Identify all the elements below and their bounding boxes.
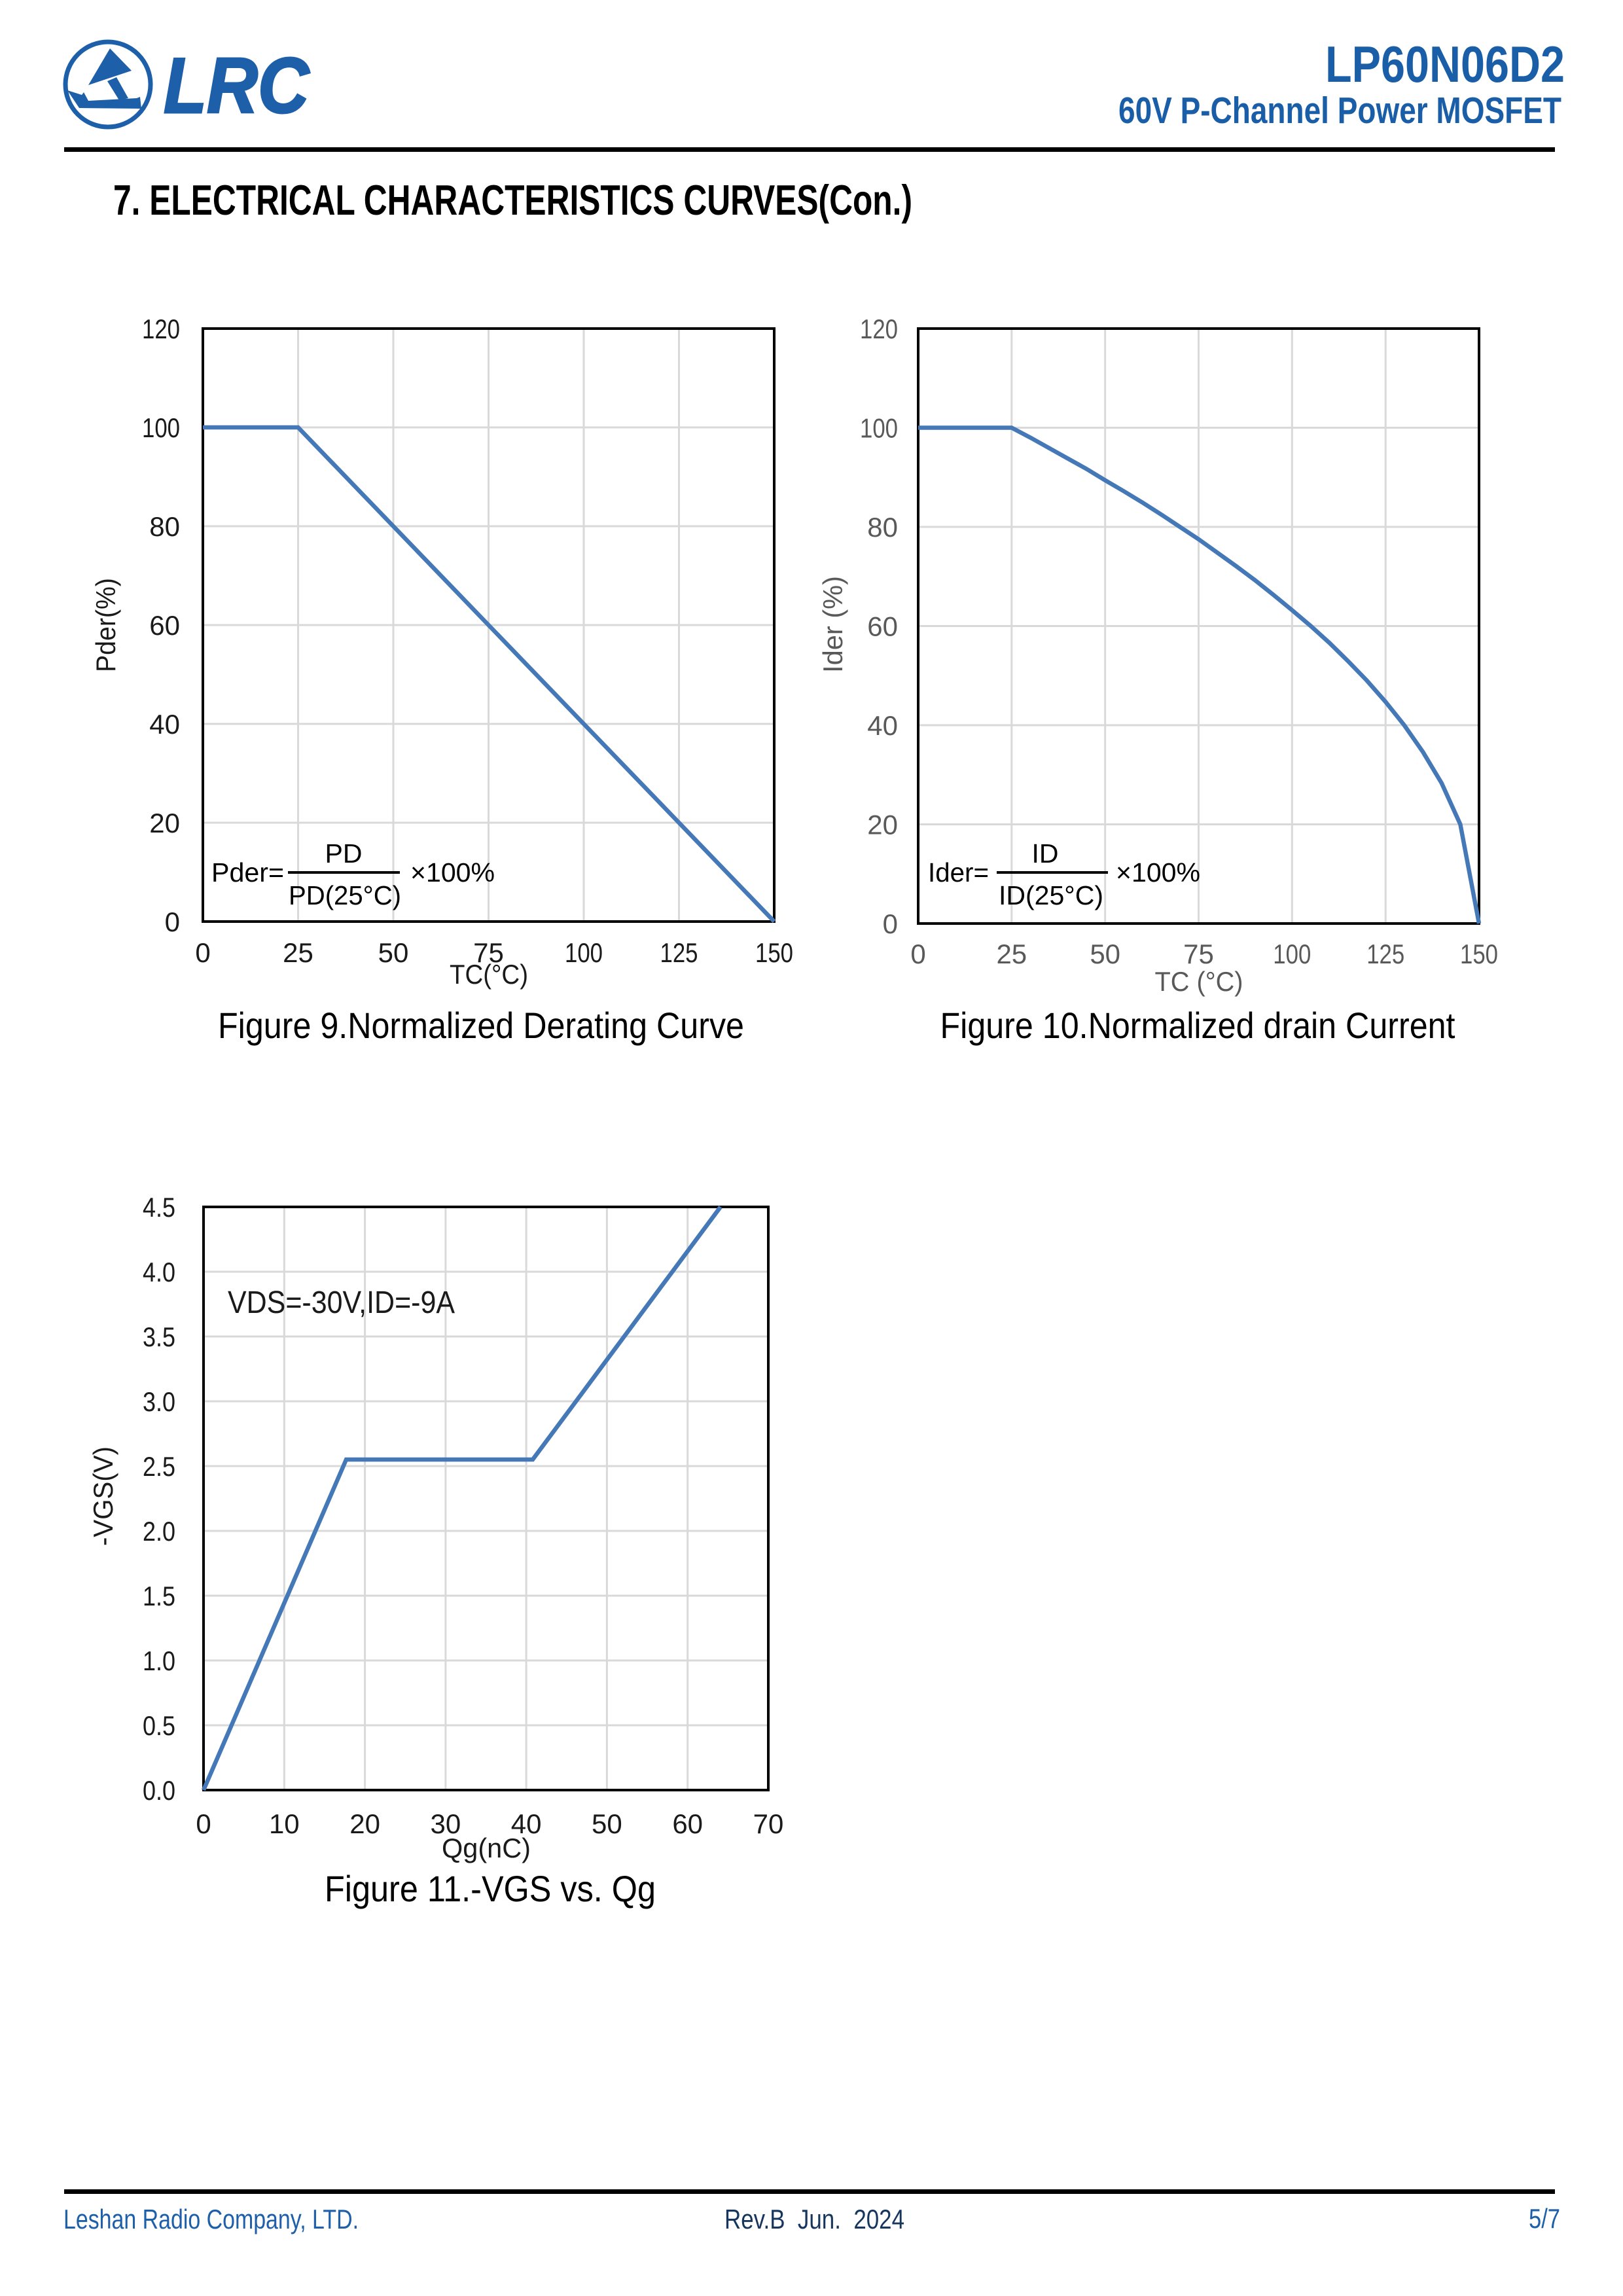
svg-text:125: 125: [1366, 939, 1404, 969]
svg-text:60: 60: [149, 610, 180, 641]
svg-text:20: 20: [349, 1808, 380, 1839]
svg-text:3.0: 3.0: [143, 1386, 175, 1417]
svg-text:100: 100: [565, 937, 603, 968]
svg-text:0: 0: [165, 906, 180, 937]
svg-text:75: 75: [473, 937, 504, 968]
svg-text:Figure 9.Normalized Derating C: Figure 9.Normalized Derating Curve: [218, 1005, 744, 1046]
svg-text:50: 50: [378, 937, 409, 968]
svg-text:125: 125: [660, 937, 698, 968]
svg-text:1.5: 1.5: [143, 1581, 175, 1611]
svg-text:50: 50: [592, 1808, 622, 1839]
svg-text:TC (°C): TC (°C): [1155, 966, 1243, 997]
svg-text:60: 60: [672, 1808, 703, 1839]
svg-text:2.0: 2.0: [143, 1516, 175, 1547]
svg-text:-VGS(V): -VGS(V): [88, 1446, 118, 1546]
svg-text:ID: ID: [1032, 838, 1059, 869]
svg-text:150: 150: [1460, 939, 1498, 969]
svg-text:100: 100: [142, 412, 180, 443]
svg-text:Pder(%): Pder(%): [90, 578, 121, 672]
svg-text:60V P-Channel Power MOSFET: 60V P-Channel Power MOSFET: [1118, 90, 1561, 132]
svg-text:Figure 11.-VGS vs. Qg: Figure 11.-VGS vs. Qg: [325, 1868, 656, 1909]
svg-text:2.5: 2.5: [143, 1451, 175, 1482]
svg-text:LRC: LRC: [164, 42, 310, 130]
svg-text:PD: PD: [325, 838, 363, 869]
svg-text:50: 50: [1090, 939, 1120, 969]
svg-text:ID(25°C): ID(25°C): [999, 880, 1103, 910]
svg-text:40: 40: [511, 1808, 542, 1839]
svg-text:Ider=: Ider=: [928, 857, 989, 888]
svg-text:30: 30: [431, 1808, 461, 1839]
svg-text:LP60N06D2: LP60N06D2: [1325, 35, 1565, 93]
svg-text:5/7: 5/7: [1529, 2203, 1560, 2234]
svg-text:10: 10: [269, 1808, 300, 1839]
svg-text:0.5: 0.5: [143, 1710, 175, 1741]
svg-text:4.0: 4.0: [143, 1257, 175, 1287]
svg-text:VDS=-30V,ID=-9A: VDS=-30V,ID=-9A: [228, 1285, 455, 1320]
svg-text:20: 20: [867, 810, 898, 840]
svg-text:0: 0: [883, 908, 898, 939]
svg-text:Pder=: Pder=: [211, 857, 284, 888]
svg-text:100: 100: [1273, 939, 1311, 969]
svg-text:Qg(nC): Qg(nC): [442, 1833, 531, 1863]
svg-text:80: 80: [149, 511, 180, 542]
svg-text:120: 120: [142, 314, 180, 344]
svg-text:120: 120: [860, 314, 898, 344]
svg-text:40: 40: [867, 710, 898, 741]
svg-text:1.0: 1.0: [143, 1645, 175, 1676]
svg-text:70: 70: [753, 1808, 784, 1839]
svg-text:0.0: 0.0: [143, 1775, 175, 1806]
svg-text:3.5: 3.5: [143, 1321, 175, 1352]
svg-text:25: 25: [283, 937, 313, 968]
svg-text:4.5: 4.5: [143, 1192, 175, 1223]
svg-text:0: 0: [196, 1808, 211, 1839]
svg-text:PD(25°C): PD(25°C): [289, 880, 401, 910]
svg-text:7. ELECTRICAL CHARACTERISTICS: 7. ELECTRICAL CHARACTERISTICS CURVES(Con…: [113, 176, 912, 224]
svg-text:0: 0: [910, 939, 925, 969]
svg-text:Rev.B Jun. 2024: Rev.B Jun. 2024: [724, 2204, 904, 2234]
svg-text:60: 60: [867, 611, 898, 642]
svg-text:40: 40: [149, 709, 180, 740]
svg-text:0: 0: [195, 937, 210, 968]
svg-text:25: 25: [996, 939, 1027, 969]
svg-text:80: 80: [867, 512, 898, 543]
svg-text:×100%: ×100%: [410, 857, 495, 888]
svg-text:Figure 10.Normalized drain Cur: Figure 10.Normalized drain Current: [940, 1005, 1455, 1046]
svg-text:Ider (%): Ider (%): [817, 576, 848, 673]
svg-text:100: 100: [860, 413, 898, 444]
svg-text:150: 150: [755, 937, 793, 968]
svg-text:20: 20: [149, 808, 180, 838]
svg-text:×100%: ×100%: [1116, 857, 1200, 888]
svg-text:Leshan Radio Company, LTD.: Leshan Radio Company, LTD.: [63, 2204, 359, 2234]
svg-text:TC(°C): TC(°C): [450, 959, 528, 990]
svg-text:75: 75: [1183, 939, 1214, 969]
